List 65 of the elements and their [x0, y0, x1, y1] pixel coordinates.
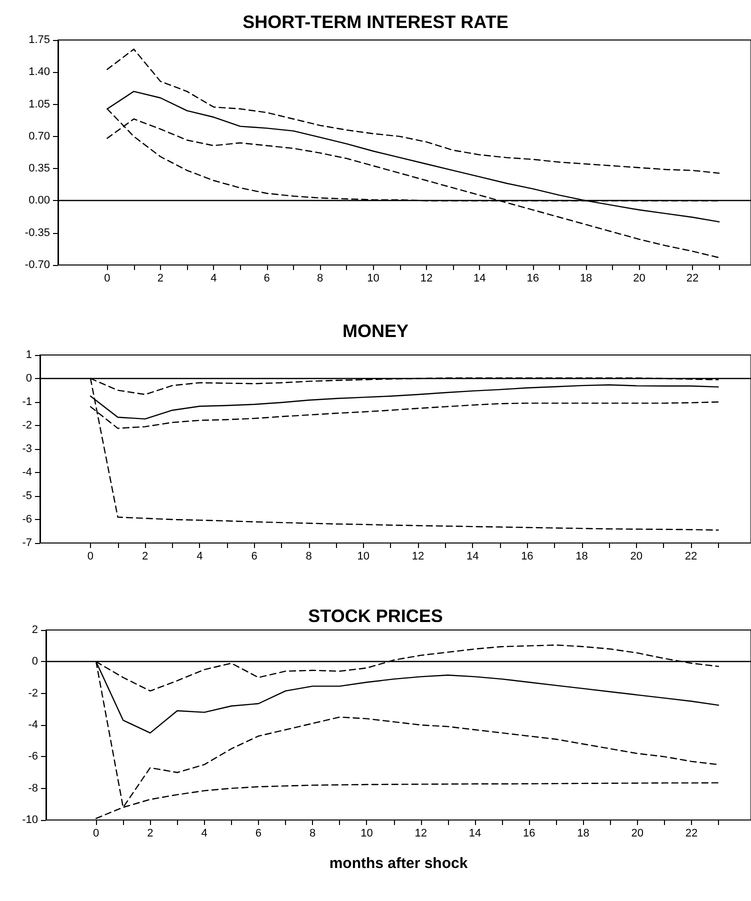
- x-tick-label: 6: [255, 828, 262, 840]
- y-tick-label: 1.40: [28, 66, 50, 78]
- chart-title: MONEY: [342, 321, 409, 341]
- y-tick-label: -0.35: [24, 226, 50, 239]
- x-tick-label: 12: [414, 828, 427, 840]
- y-tick-label: -8: [28, 782, 38, 794]
- chart-title: SHORT-TERM INTEREST RATE: [242, 12, 508, 32]
- y-tick-label: 0: [26, 372, 32, 384]
- x-tick-label: 4: [201, 828, 208, 840]
- x-tick-label: 8: [310, 828, 316, 840]
- x-tick-label: 14: [468, 828, 482, 840]
- y-tick-label: -3: [22, 443, 32, 455]
- y-tick-label: -6: [28, 750, 38, 763]
- x-tick-label: 10: [360, 828, 373, 840]
- x-tick-label: 2: [147, 828, 154, 840]
- y-tick-label: 1: [26, 349, 32, 361]
- x-tick-label: 20: [633, 272, 646, 284]
- y-tick-label: -1: [22, 396, 32, 408]
- y-tick-label: -10: [22, 814, 38, 826]
- y-tick-label: -4: [28, 719, 38, 731]
- y-tick-label: -2: [28, 687, 38, 700]
- y-tick-label: -7: [22, 537, 32, 549]
- y-tick-label: 2: [32, 624, 38, 636]
- x-tick-label: 22: [686, 272, 699, 284]
- y-tick-label: 1.75: [28, 34, 50, 46]
- y-tick-label: 0.35: [28, 162, 50, 175]
- x-tick-label: 8: [306, 550, 312, 562]
- y-tick-label: -2: [22, 420, 32, 432]
- x-tick-label: 2: [142, 550, 148, 562]
- x-tick-label: 12: [420, 272, 433, 284]
- y-tick-label: -6: [22, 514, 32, 526]
- x-tick-label: 2: [157, 272, 164, 284]
- y-tick-label: -4: [22, 466, 32, 478]
- x-tick-label: 20: [631, 828, 644, 840]
- y-tick-label: 1.05: [28, 98, 50, 110]
- x-tick-label: 18: [576, 550, 588, 562]
- x-tick-label: 16: [522, 828, 536, 840]
- x-tick-label: 10: [367, 272, 380, 284]
- y-tick-label: -5: [22, 490, 32, 502]
- y-tick-label: -0.70: [24, 259, 50, 271]
- x-tick-label: 4: [210, 272, 217, 284]
- x-tick-label: 18: [580, 272, 592, 284]
- x-tick-label: 12: [412, 550, 424, 562]
- x-axis-title: months after shock: [329, 855, 468, 872]
- x-tick-label: 14: [474, 272, 486, 284]
- x-tick-label: 6: [264, 272, 270, 284]
- line-series: [106, 48, 720, 174]
- x-tick-label: 0: [87, 550, 94, 562]
- y-tick-label: 0.70: [28, 130, 50, 142]
- chart-title: STOCK PRICES: [308, 606, 443, 626]
- x-tick-label: 10: [357, 550, 370, 562]
- x-tick-label: 22: [684, 550, 698, 562]
- x-tick-label: 4: [196, 550, 203, 562]
- x-tick-label: 22: [685, 828, 698, 840]
- x-tick-label: 18: [577, 828, 590, 840]
- y-tick-label: 0.00: [28, 194, 50, 207]
- x-tick-label: 14: [466, 550, 479, 562]
- x-tick-label: 0: [104, 272, 110, 284]
- x-tick-label: 16: [521, 550, 534, 562]
- x-tick-label: 6: [251, 550, 258, 562]
- x-tick-label: 16: [526, 272, 539, 284]
- x-tick-label: 8: [316, 272, 324, 284]
- x-tick-label: 20: [630, 550, 642, 562]
- y-tick-label: 0: [32, 656, 38, 668]
- x-tick-label: 0: [93, 828, 100, 840]
